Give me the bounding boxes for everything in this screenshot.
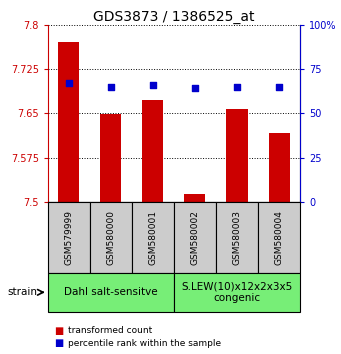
Point <box>108 84 114 90</box>
Text: GSM580001: GSM580001 <box>148 210 158 265</box>
Point <box>150 82 155 88</box>
Text: Dahl salt-sensitve: Dahl salt-sensitve <box>64 287 158 297</box>
Bar <box>216 202 258 273</box>
Point <box>234 84 240 90</box>
Text: ■: ■ <box>55 326 64 336</box>
Text: transformed count: transformed count <box>68 326 152 336</box>
Bar <box>142 100 163 202</box>
Bar <box>100 114 121 202</box>
Point <box>192 86 198 91</box>
Text: GSM580003: GSM580003 <box>233 210 241 265</box>
Title: GDS3873 / 1386525_at: GDS3873 / 1386525_at <box>93 10 255 24</box>
Bar <box>48 273 174 312</box>
Bar <box>268 133 290 202</box>
Text: GSM580000: GSM580000 <box>106 210 115 265</box>
Bar <box>132 202 174 273</box>
Point <box>276 84 282 90</box>
Bar <box>184 194 205 202</box>
Text: S.LEW(10)x12x2x3x5
congenic: S.LEW(10)x12x2x3x5 congenic <box>181 281 293 303</box>
Bar <box>174 202 216 273</box>
Text: GSM580004: GSM580004 <box>275 210 284 265</box>
Text: GSM579999: GSM579999 <box>64 210 73 265</box>
Text: ■: ■ <box>55 338 64 348</box>
Text: percentile rank within the sample: percentile rank within the sample <box>68 339 221 348</box>
Bar <box>58 42 79 202</box>
Bar <box>174 273 300 312</box>
Point <box>66 80 72 86</box>
Bar <box>226 109 248 202</box>
Text: GSM580002: GSM580002 <box>190 210 199 265</box>
Bar <box>48 202 90 273</box>
Bar <box>90 202 132 273</box>
Text: strain: strain <box>7 287 37 297</box>
Bar <box>258 202 300 273</box>
